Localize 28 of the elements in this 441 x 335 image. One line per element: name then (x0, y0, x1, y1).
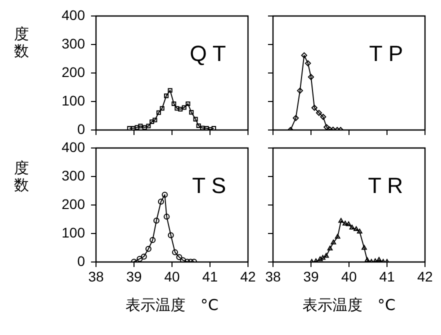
y-tick-label: 400 (62, 138, 86, 155)
x-tick-label: 38 (88, 268, 104, 284)
y-tick-label: 200 (62, 64, 86, 80)
text: T S (192, 172, 226, 198)
y-tick-label: 0 (77, 252, 86, 269)
y-axis-title: 度数 (14, 159, 30, 194)
y-axis-title: 度数 (14, 25, 30, 60)
y-tick-label: 300 (62, 167, 86, 184)
x-axis-title: 表示温度 °C (126, 296, 218, 314)
x-tick-label: 40 (341, 268, 357, 284)
x-tick-label: 41 (202, 268, 218, 284)
y-tick-label: 200 (62, 196, 86, 212)
y-tick-label: 100 (62, 224, 86, 240)
text: T P (369, 40, 403, 66)
x-axis-title: 表示温度 °C (302, 296, 396, 314)
x-tick-label: 40 (164, 268, 180, 284)
x-tick-label: 39 (126, 268, 142, 284)
y-tick-label: 100 (62, 92, 86, 108)
x-tick-label: 42 (240, 268, 256, 284)
text: Q T (190, 40, 226, 66)
y-tick-label: 400 (62, 6, 86, 23)
x-tick-label: 39 (303, 268, 319, 284)
text: T R (368, 172, 403, 198)
y-tick-label: 0 (77, 120, 86, 137)
y-tick-label: 300 (62, 35, 86, 52)
x-tick-label: 42 (417, 268, 433, 284)
x-tick-label: 38 (265, 268, 281, 284)
x-tick-label: 41 (379, 268, 395, 284)
